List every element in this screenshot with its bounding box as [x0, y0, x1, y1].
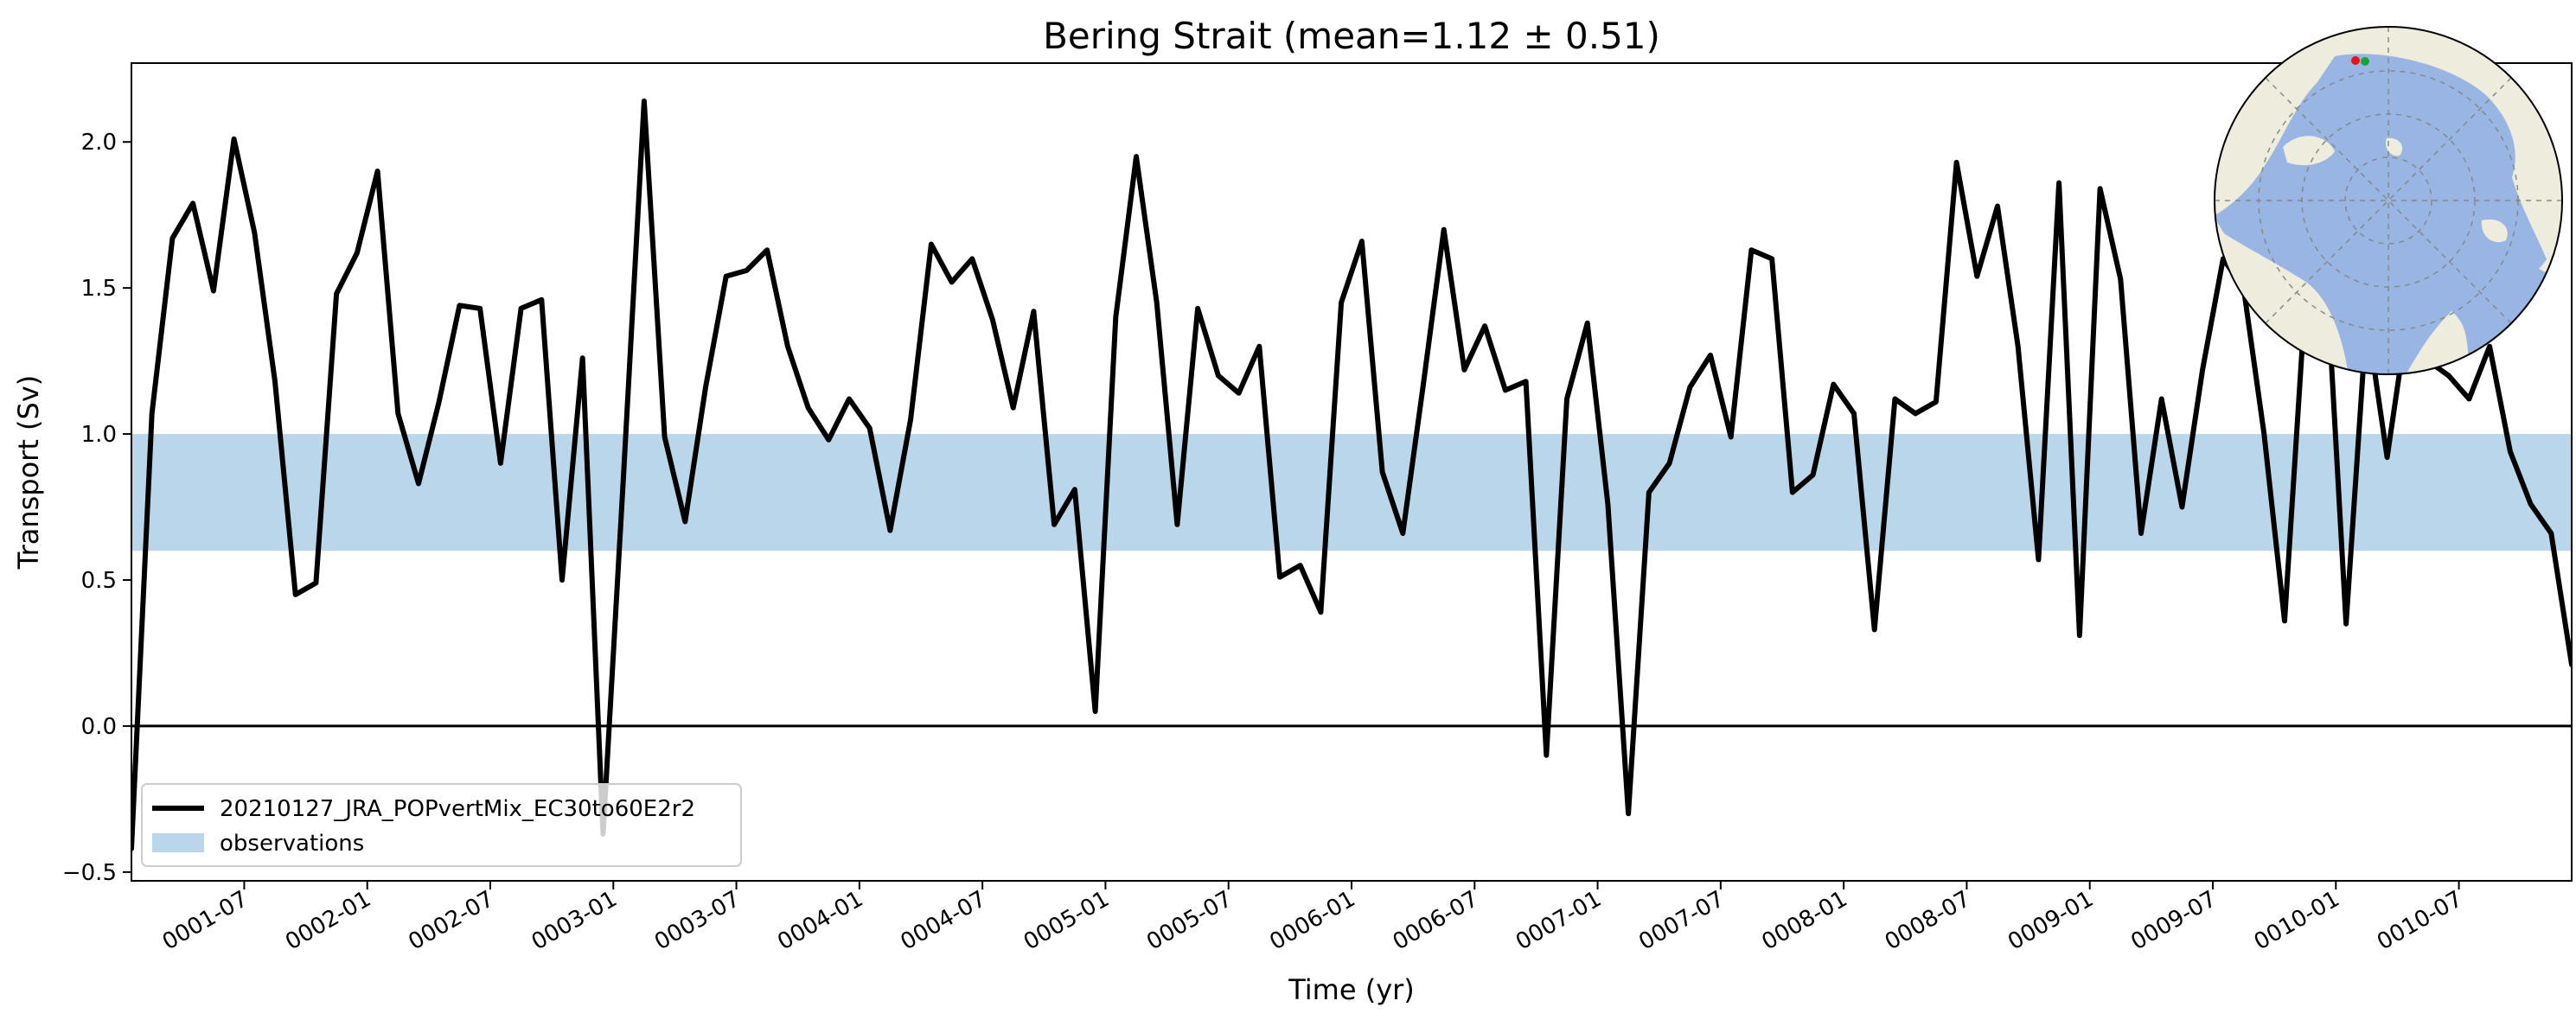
x-tick-label: 0006-01: [1265, 886, 1359, 955]
legend: 20210127_JRA_POPvertMix_EC30to60E2r2 obs…: [141, 783, 742, 867]
x-tick-label: 0005-01: [1020, 886, 1114, 955]
map-marker-red: [2351, 56, 2360, 65]
legend-observations-label: observations: [220, 831, 364, 857]
x-tick-label: 0009-07: [2126, 886, 2221, 955]
x-tick-label: 0009-01: [2004, 886, 2098, 955]
x-tick-label: 0006-07: [1389, 886, 1483, 955]
legend-series-label: 20210127_JRA_POPvertMix_EC30to60E2r2: [220, 796, 695, 822]
y-axis-label: Transport (Sv): [12, 375, 45, 571]
y-tick-label: 2.0: [81, 130, 117, 156]
x-tick-label: 0010-01: [2250, 886, 2344, 955]
map-outline: [2214, 26, 2563, 375]
y-axis: −0.5 0.0 0.5 1.0 1.5 2.0: [62, 130, 131, 886]
x-tick-label: 0003-07: [650, 886, 745, 955]
map-marker-green: [2361, 57, 2369, 66]
y-tick-label: 1.0: [81, 422, 117, 448]
x-tick-label: 0007-07: [1634, 886, 1729, 955]
x-tick-label: 0003-01: [527, 886, 622, 955]
plot-area: [131, 98, 2572, 851]
x-tick-label: 0005-07: [1142, 886, 1237, 955]
x-tick-label: 0002-07: [404, 886, 498, 955]
y-tick-label: 0.0: [81, 714, 117, 740]
x-tick-label: 0008-07: [1881, 886, 1975, 955]
y-tick-label: −0.5: [62, 860, 117, 886]
x-tick-label: 0004-07: [897, 886, 991, 955]
x-axis: 0001-07 0002-01 0002-07 0003-01 0003-07 0004-…: [158, 881, 2467, 955]
y-tick-label: 1.5: [81, 276, 117, 302]
series-line: [131, 98, 2572, 851]
legend-box: [141, 783, 742, 867]
x-tick-label: 0007-01: [1512, 886, 1606, 955]
legend-observations-swatch: [152, 833, 204, 852]
x-tick-label: 0010-07: [2373, 886, 2467, 955]
x-axis-label: Time (yr): [1288, 973, 1415, 1006]
observations-band: [131, 434, 2572, 551]
chart-title: Bering Strait (mean=1.12 ± 0.51): [1043, 15, 1660, 57]
inset-polar-map: [2214, 26, 2563, 375]
x-tick-label: 0002-01: [281, 886, 375, 955]
x-tick-label: 0008-01: [1758, 886, 1852, 955]
x-tick-label: 0004-01: [773, 886, 867, 955]
x-tick-label: 0001-07: [158, 886, 252, 955]
y-tick-label: 0.5: [81, 568, 117, 594]
